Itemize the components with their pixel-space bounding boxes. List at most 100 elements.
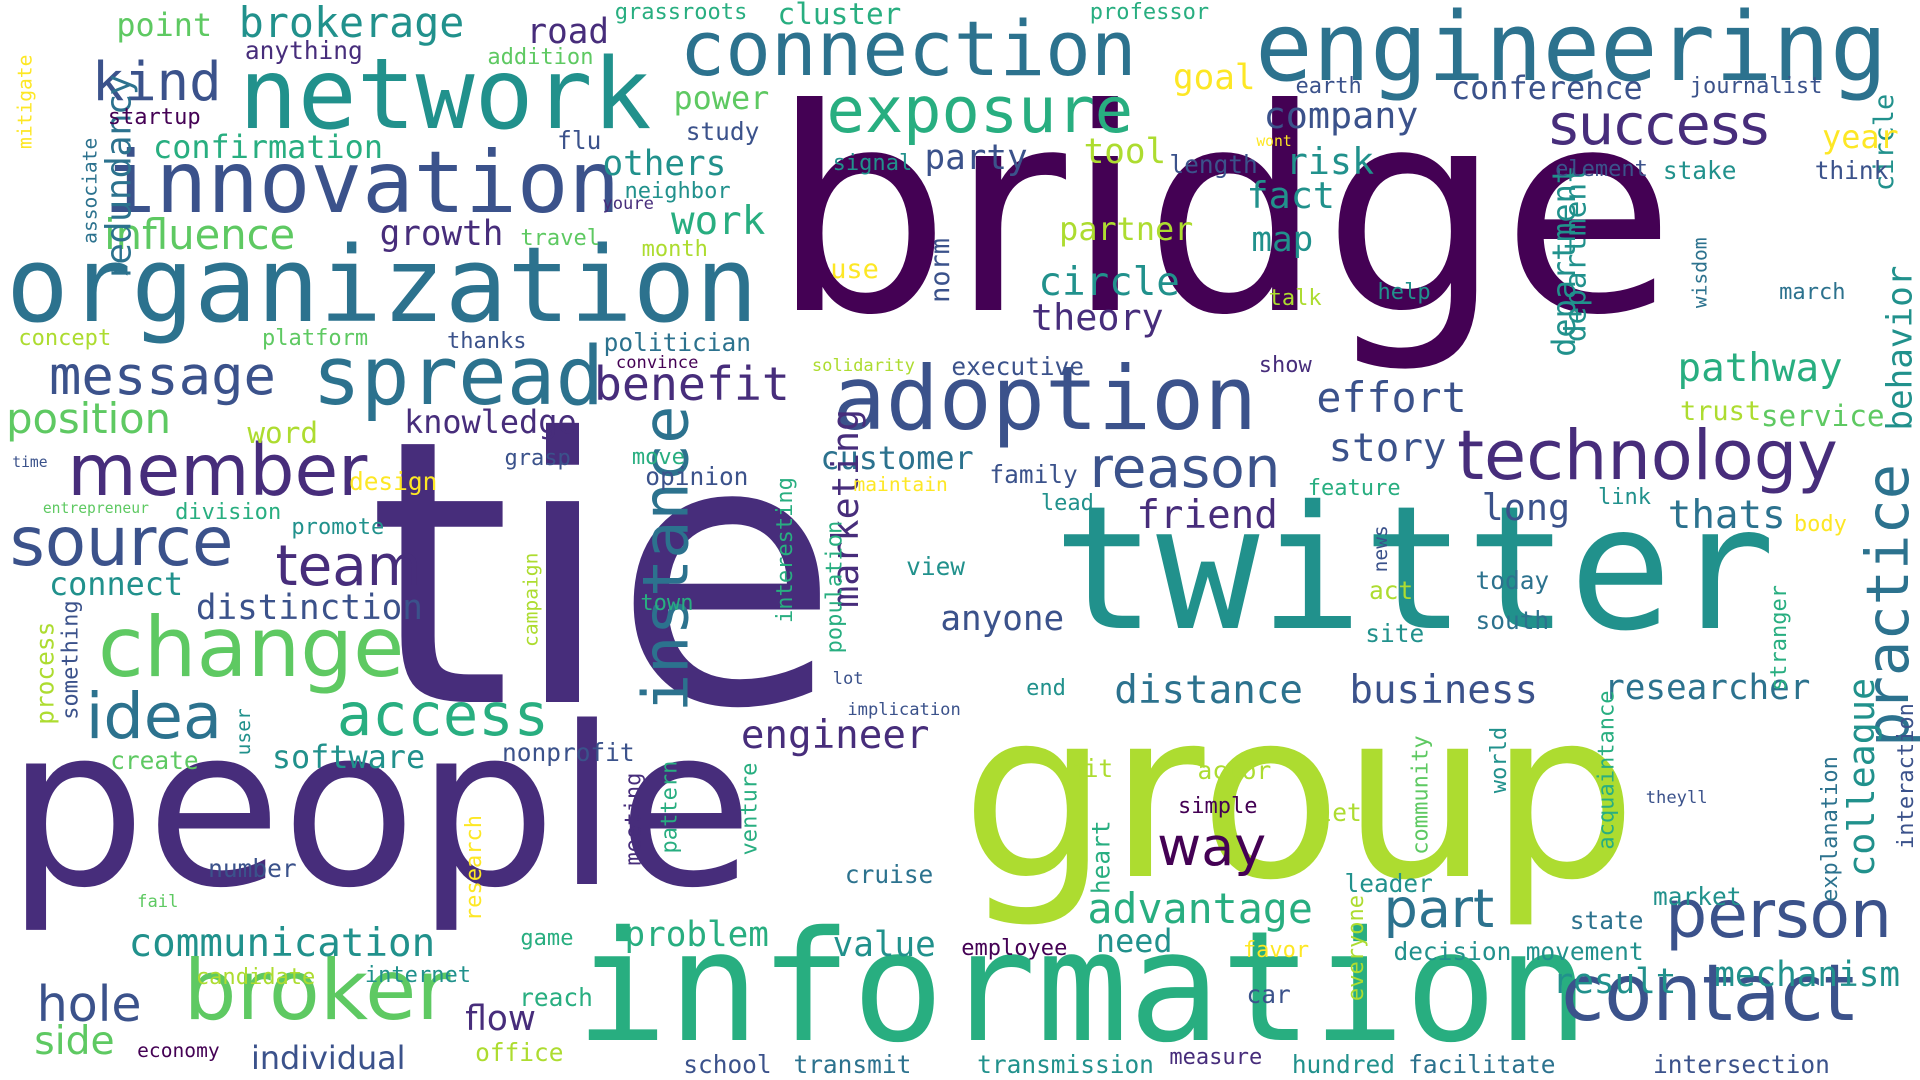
cloud-word-world: world xyxy=(1487,727,1513,794)
cloud-word-talk: talk xyxy=(1268,285,1322,311)
cloud-word-month: month xyxy=(641,236,708,262)
cloud-word-news: news xyxy=(1368,524,1392,573)
cloud-word-state: state xyxy=(1569,905,1644,935)
cloud-word-behavior: behavior xyxy=(1880,265,1920,431)
cloud-word-contact: contact xyxy=(1561,948,1855,1040)
cloud-word-need: need xyxy=(1095,921,1173,960)
cloud-word-acquaintance: acquaintance xyxy=(1594,690,1620,850)
cloud-word-reach: reach xyxy=(519,982,593,1012)
cloud-word-body: body xyxy=(1793,512,1847,538)
cloud-word-result: result xyxy=(1552,961,1677,1002)
cloud-word-side: side xyxy=(34,1019,115,1065)
cloud-word-kind: kind xyxy=(91,50,222,114)
cloud-word-maintain: maintain xyxy=(853,473,948,497)
cloud-word-circle: circle xyxy=(1038,260,1180,306)
cloud-word-user: user xyxy=(232,708,256,756)
cloud-word-adoption: adoption xyxy=(832,347,1258,451)
cloud-word-word: word xyxy=(247,415,319,450)
cloud-word-lot: lot xyxy=(832,669,864,690)
cloud-word-stranger: stranger xyxy=(1766,584,1792,692)
cloud-word-bridge: bridge xyxy=(771,50,1676,378)
cloud-word-simple: simple xyxy=(1177,793,1258,819)
cloud-word-twitter: twitter xyxy=(1053,469,1776,669)
cloud-word-length: length xyxy=(1169,150,1258,180)
cloud-word-connect: connect xyxy=(48,565,184,604)
cloud-word-grassroots: grassroots xyxy=(614,0,748,26)
cloud-word-actor: actor xyxy=(1197,756,1272,786)
cloud-word-point: point xyxy=(116,5,213,44)
cloud-word-trust: trust xyxy=(1680,396,1762,428)
cloud-word-researcher: researcher xyxy=(1604,668,1811,709)
cloud-word-create: create xyxy=(110,746,199,776)
cloud-word-position: position xyxy=(6,393,171,443)
cloud-word-process: process xyxy=(30,621,60,726)
cloud-word-research: research xyxy=(462,815,488,922)
cloud-word-growth: growth xyxy=(379,213,504,254)
cloud-word-number: number xyxy=(208,854,297,884)
cloud-word-school: school xyxy=(683,1050,772,1080)
cloud-word-knowledge: knowledge xyxy=(404,402,577,441)
cloud-word-end: end xyxy=(1026,676,1066,702)
cloud-word-study: study xyxy=(685,117,760,146)
cloud-word-earth: earth xyxy=(1295,73,1362,99)
cloud-word-hole: hole xyxy=(36,975,142,1033)
cloud-word-nonprofit: nonprofit xyxy=(502,737,635,767)
cloud-word-thanks: thanks xyxy=(446,328,527,354)
cloud-word-party: party xyxy=(924,137,1028,178)
cloud-word-decision: decision xyxy=(1393,937,1512,967)
cloud-word-view: view xyxy=(906,551,966,581)
cloud-word-family: family xyxy=(989,459,1078,489)
cloud-word-theory: theory xyxy=(1031,296,1164,339)
cloud-word-distinction: distinction xyxy=(195,588,423,629)
cloud-word-long: long xyxy=(1481,485,1571,529)
cloud-word-something: something xyxy=(58,600,84,720)
cloud-word-effort: effort xyxy=(1316,373,1467,423)
cloud-word-market: market xyxy=(1653,882,1742,912)
cloud-word-journalist: journalist xyxy=(1689,73,1823,99)
cloud-word-game: game xyxy=(520,926,574,952)
cloud-word-show: show xyxy=(1258,353,1312,379)
cloud-word-move: move xyxy=(631,444,685,470)
cloud-word-youre: youre xyxy=(602,193,654,214)
cloud-word-engineer: engineer xyxy=(740,713,930,759)
cloud-word-person: person xyxy=(1665,875,1892,953)
cloud-word-story: story xyxy=(1328,425,1447,471)
cloud-word-march: march xyxy=(1779,279,1846,305)
cloud-word-lead: lead xyxy=(1040,491,1094,517)
cloud-word-power: power xyxy=(673,79,770,118)
cloud-word-member: member xyxy=(67,428,368,512)
cloud-word-risk: risk xyxy=(1285,140,1375,184)
cloud-word-colleague: colleague xyxy=(1840,678,1884,878)
cloud-word-problem: problem xyxy=(624,915,769,956)
cloud-word-campaign: campaign xyxy=(519,552,543,648)
cloud-word-explanation: explanation xyxy=(1818,756,1844,902)
cloud-word-cluster: cluster xyxy=(777,0,902,31)
cloud-word-partner: partner xyxy=(1059,210,1194,249)
cloud-word-goal: goal xyxy=(1173,58,1256,99)
cloud-word-engineering: engineering xyxy=(1255,0,1888,103)
cloud-word-entrepreneur: entrepreneur xyxy=(42,500,149,518)
cloud-word-site: site xyxy=(1365,619,1425,649)
cloud-word-economy: economy xyxy=(137,1038,220,1062)
cloud-word-office: office xyxy=(475,1037,564,1067)
cloud-word-source: source xyxy=(9,502,234,582)
cloud-word-exposure: exposure xyxy=(826,73,1134,148)
cloud-word-car: car xyxy=(1246,980,1291,1010)
cloud-word-norm: norm xyxy=(924,238,956,304)
cloud-word-work: work xyxy=(671,199,766,245)
cloud-word-access: access xyxy=(336,679,550,749)
cloud-word-people: people xyxy=(6,678,754,936)
cloud-word-advantage: advantage xyxy=(1087,883,1313,933)
cloud-word-pattern: pattern xyxy=(657,760,683,854)
cloud-word-intersection: intersection xyxy=(1653,1050,1830,1080)
cloud-word-cruise: cruise xyxy=(844,860,934,890)
cloud-word-team: team xyxy=(275,533,422,599)
cloud-word-map: map xyxy=(1251,219,1314,260)
cloud-word-executive: executive xyxy=(951,352,1085,382)
cloud-word-think: think xyxy=(1814,156,1889,186)
cloud-word-grasp: grasp xyxy=(504,446,571,472)
cloud-word-neighbor: neighbor xyxy=(624,179,731,205)
cloud-word-tool: tool xyxy=(1083,131,1167,172)
cloud-word-heart: heart xyxy=(1086,820,1116,894)
